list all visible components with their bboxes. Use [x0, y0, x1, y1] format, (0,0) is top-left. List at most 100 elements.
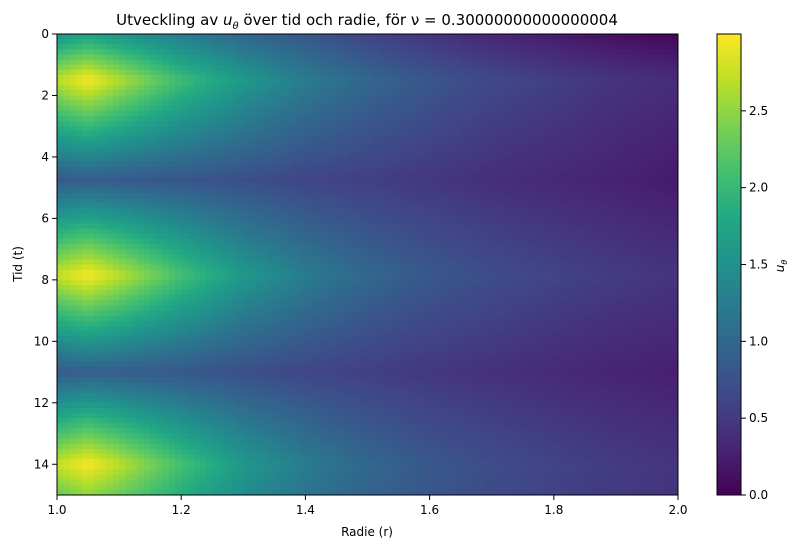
- heatmap-cell: [199, 59, 207, 66]
- heatmap-cell: [603, 213, 611, 219]
- heatmap-cell: [224, 244, 232, 250]
- heatmap-cell: [609, 85, 617, 91]
- heatmap-cell: [299, 274, 306, 281]
- heatmap-cell: [572, 228, 580, 235]
- heatmap-cell: [473, 126, 480, 132]
- heatmap-cell: [566, 100, 574, 107]
- heatmap-cell: [392, 172, 400, 179]
- heatmap-cell: [665, 85, 673, 91]
- heatmap-cell: [646, 228, 654, 235]
- heatmap-cell: [237, 192, 244, 199]
- heatmap-cell: [57, 182, 64, 189]
- heatmap-cell: [497, 64, 505, 71]
- heatmap-cell: [112, 177, 120, 184]
- heatmap-cell: [622, 131, 629, 138]
- heatmap-cell: [398, 208, 406, 214]
- heatmap-cell: [528, 233, 536, 240]
- heatmap-cell: [485, 95, 493, 102]
- heatmap-cell: [628, 100, 636, 107]
- heatmap-cell: [292, 39, 300, 45]
- heatmap-cell: [609, 264, 617, 271]
- heatmap-cell: [367, 197, 375, 204]
- heatmap-cell: [181, 110, 189, 117]
- heatmap-cell: [119, 49, 126, 56]
- heatmap-cell: [417, 141, 424, 148]
- heatmap-cell: [522, 110, 530, 117]
- heatmap-cell: [535, 121, 542, 127]
- heatmap-cell: [535, 213, 542, 219]
- heatmap-cell: [553, 259, 561, 266]
- heatmap-cell: [286, 192, 294, 199]
- heatmap-cell: [423, 218, 431, 225]
- heatmap-cell: [479, 156, 487, 163]
- heatmap-cell: [355, 238, 362, 245]
- heatmap-cell: [243, 54, 251, 61]
- heatmap-cell: [330, 39, 338, 45]
- heatmap-cell: [317, 90, 325, 97]
- heatmap-cell: [591, 264, 598, 271]
- heatmap-cell: [274, 182, 282, 189]
- heatmap-cell: [324, 115, 331, 122]
- heatmap-cell: [94, 284, 102, 291]
- heatmap-cell: [150, 105, 157, 112]
- heatmap-cell: [423, 254, 431, 260]
- heatmap-cell: [392, 100, 400, 107]
- heatmap-cell: [243, 39, 251, 45]
- heatmap-cell: [336, 115, 344, 122]
- heatmap-cell: [584, 284, 592, 291]
- heatmap-cell: [367, 156, 375, 163]
- heatmap-cell: [429, 177, 437, 184]
- heatmap-cell: [150, 156, 157, 163]
- heatmap-cell: [504, 115, 511, 122]
- heatmap-cell: [69, 90, 77, 97]
- heatmap-cell: [454, 74, 462, 81]
- heatmap-cell: [112, 69, 120, 76]
- heatmap-cell: [435, 54, 443, 61]
- heatmap-cell: [299, 213, 306, 219]
- heatmap-cell: [379, 279, 387, 286]
- heatmap-cell: [367, 177, 375, 184]
- heatmap-cell: [460, 279, 468, 286]
- heatmap-cell: [510, 264, 518, 271]
- heatmap-cell: [230, 182, 238, 189]
- heatmap-cell: [454, 279, 462, 286]
- heatmap-cell: [640, 54, 648, 61]
- heatmap-cell: [522, 105, 530, 112]
- heatmap-cell: [528, 80, 536, 86]
- heatmap-cell: [218, 274, 226, 281]
- heatmap-cell: [249, 126, 257, 132]
- heatmap-cell: [671, 218, 678, 225]
- heatmap-cell: [491, 259, 499, 266]
- heatmap-cell: [119, 44, 126, 50]
- heatmap-cell: [230, 151, 238, 158]
- heatmap-cell: [317, 126, 325, 132]
- heatmap-cell: [653, 249, 660, 255]
- heatmap-cell: [640, 172, 648, 179]
- heatmap-cell: [162, 162, 170, 168]
- heatmap-cell: [181, 208, 189, 214]
- heatmap-cell: [125, 34, 133, 40]
- heatmap-cell: [522, 121, 530, 127]
- heatmap-cell: [249, 279, 257, 286]
- heatmap-cell: [435, 85, 443, 91]
- heatmap-cell: [466, 182, 474, 189]
- heatmap-cell: [379, 233, 387, 240]
- heatmap-cell: [479, 44, 487, 50]
- heatmap-cell: [404, 274, 412, 281]
- heatmap-cell: [615, 192, 623, 199]
- heatmap-cell: [218, 249, 226, 255]
- heatmap-cell: [491, 121, 499, 127]
- heatmap-cell: [69, 244, 77, 250]
- heatmap-cell: [112, 110, 120, 117]
- heatmap-cell: [659, 74, 667, 81]
- heatmap-cell: [292, 69, 300, 76]
- heatmap-cell: [410, 121, 418, 127]
- heatmap-cell: [137, 95, 145, 102]
- heatmap-cell: [336, 213, 344, 219]
- heatmap-cell: [410, 238, 418, 245]
- heatmap-cell: [597, 110, 605, 117]
- heatmap-cell: [150, 151, 157, 158]
- heatmap-cell: [448, 74, 456, 81]
- heatmap-cell: [274, 218, 282, 225]
- heatmap-cell: [491, 249, 499, 255]
